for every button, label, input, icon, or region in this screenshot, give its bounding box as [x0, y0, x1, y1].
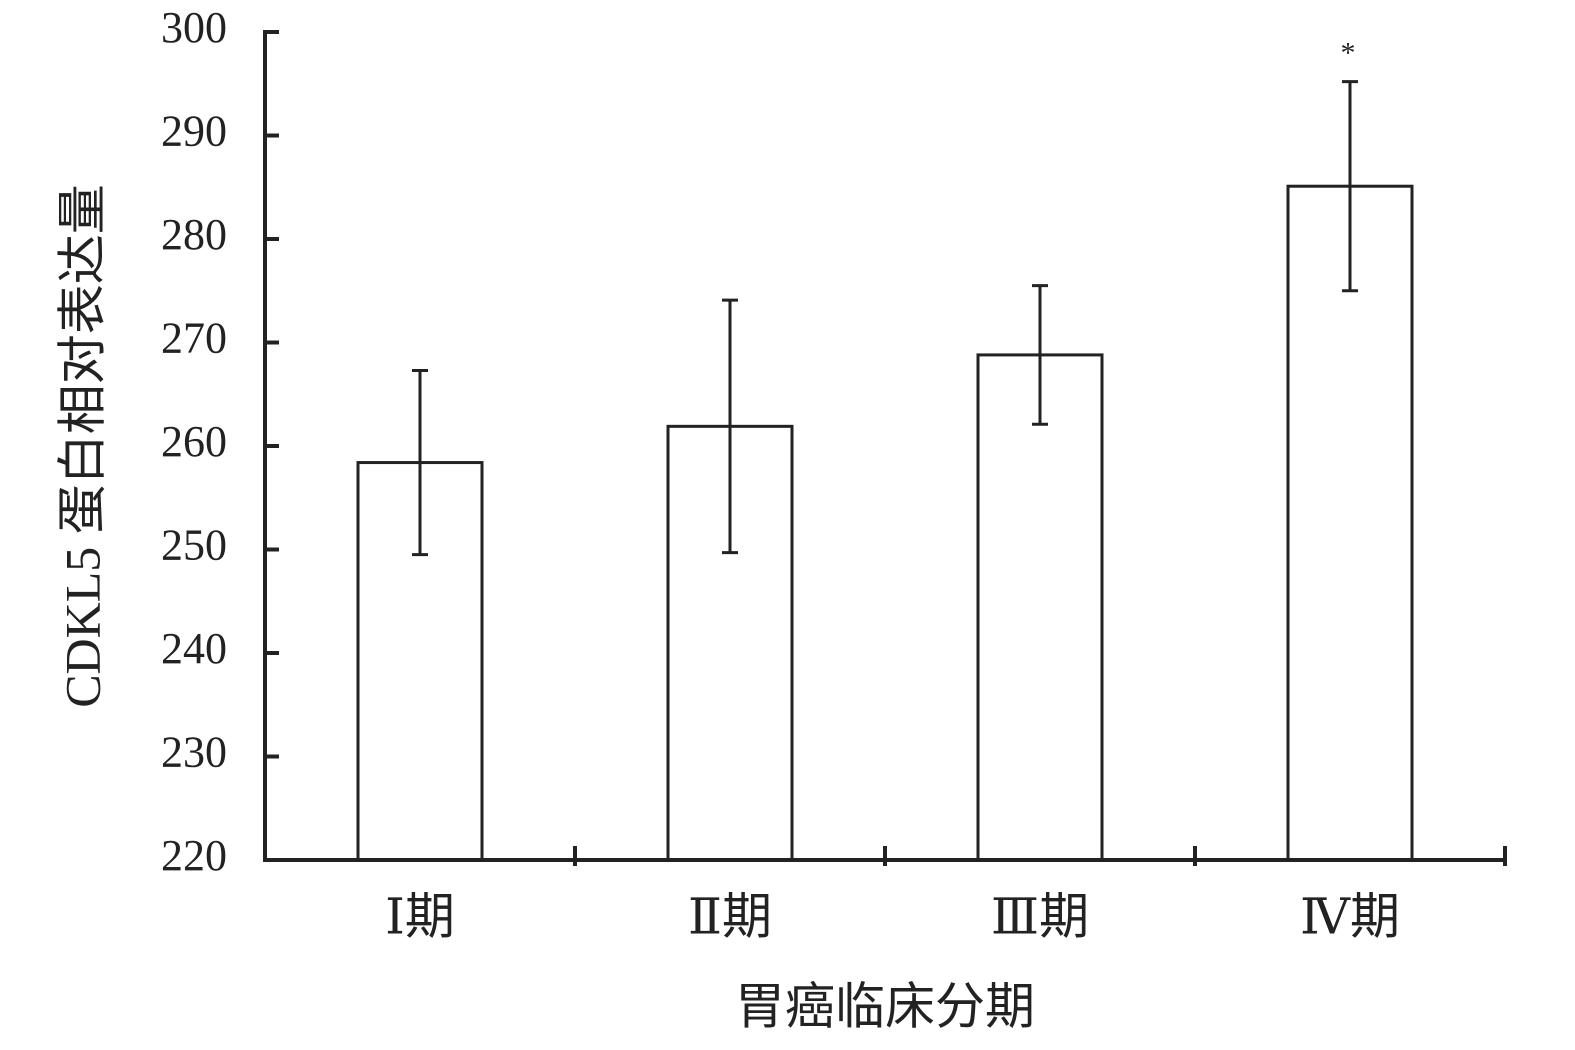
y-tick-label: 250	[161, 521, 227, 570]
bar	[976, 353, 1104, 862]
error-bar	[722, 298, 738, 555]
annotation: *	[1341, 37, 1356, 70]
x-tick-label: Ⅰ期	[385, 888, 455, 944]
x-tick-label: Ⅳ期	[1300, 888, 1400, 944]
y-tick-label: 280	[161, 210, 227, 259]
y-axis-label: CDKL5 蛋白相对表达量	[54, 184, 110, 708]
error-bar	[412, 368, 428, 557]
y-tick-label: 300	[161, 3, 227, 52]
y-tick-label: 260	[161, 417, 227, 466]
y-tick-label: 290	[161, 107, 227, 156]
error-bar	[1032, 284, 1048, 426]
y-tick-label: 220	[161, 831, 227, 880]
y-tick-label: 270	[161, 314, 227, 363]
y-tick-label: 230	[161, 728, 227, 777]
x-axis-label: 胃癌临床分期	[735, 978, 1035, 1034]
error-bar	[1342, 80, 1358, 293]
x-tick-label: Ⅲ期	[991, 888, 1089, 944]
x-tick-label: Ⅱ期	[688, 888, 772, 944]
y-tick-label: 240	[161, 624, 227, 673]
